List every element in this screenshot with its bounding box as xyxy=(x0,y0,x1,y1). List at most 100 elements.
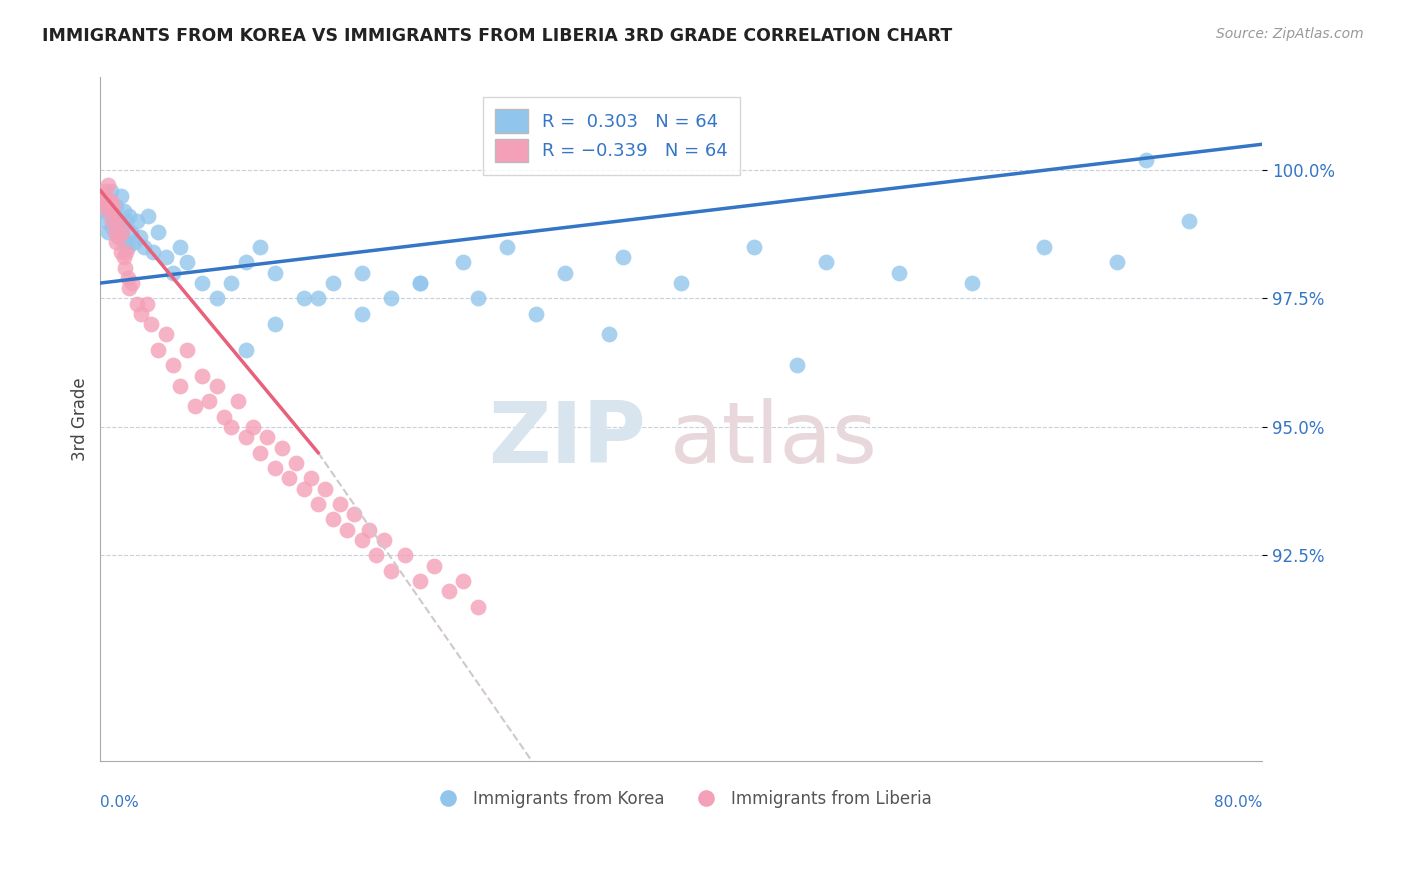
Point xyxy=(292,482,315,496)
Point xyxy=(270,441,292,455)
Point xyxy=(114,260,136,275)
Point xyxy=(101,214,124,228)
Point xyxy=(128,229,150,244)
Point xyxy=(115,245,138,260)
Point xyxy=(524,307,547,321)
Point xyxy=(91,204,114,219)
Point xyxy=(112,251,135,265)
Point xyxy=(110,188,132,202)
Point xyxy=(496,240,519,254)
Point xyxy=(125,214,148,228)
Point xyxy=(115,214,138,228)
Point xyxy=(322,276,344,290)
Point xyxy=(101,219,124,234)
Point xyxy=(235,343,257,357)
Point xyxy=(350,266,373,280)
Point xyxy=(299,471,322,485)
Point xyxy=(132,240,155,254)
Point xyxy=(91,199,114,213)
Point xyxy=(114,235,136,249)
Point xyxy=(887,266,910,280)
Text: 80.0%: 80.0% xyxy=(1213,796,1263,810)
Point xyxy=(118,281,141,295)
Point xyxy=(110,245,132,260)
Point xyxy=(1033,240,1056,254)
Point xyxy=(815,255,838,269)
Point xyxy=(1135,153,1157,167)
Point xyxy=(118,209,141,223)
Point xyxy=(103,199,125,213)
Point xyxy=(96,194,118,208)
Point xyxy=(409,276,432,290)
Point xyxy=(612,251,634,265)
Point xyxy=(219,276,242,290)
Point xyxy=(467,599,489,614)
Point xyxy=(423,558,446,573)
Point xyxy=(235,430,257,444)
Point xyxy=(198,394,221,409)
Point xyxy=(336,523,359,537)
Text: 0.0%: 0.0% xyxy=(100,796,139,810)
Point xyxy=(93,188,115,202)
Point xyxy=(122,235,145,249)
Point xyxy=(136,209,159,223)
Point xyxy=(307,497,329,511)
Point xyxy=(205,379,228,393)
Point xyxy=(105,235,128,249)
Point xyxy=(155,251,177,265)
Point xyxy=(125,296,148,310)
Point xyxy=(357,523,380,537)
Point xyxy=(380,564,402,578)
Point xyxy=(409,276,432,290)
Point xyxy=(292,292,315,306)
Point xyxy=(350,307,373,321)
Point xyxy=(263,266,285,280)
Point xyxy=(453,255,475,269)
Point xyxy=(191,276,214,290)
Point xyxy=(742,240,765,254)
Y-axis label: 3rd Grade: 3rd Grade xyxy=(72,377,89,461)
Point xyxy=(100,194,122,208)
Point xyxy=(437,584,460,599)
Point xyxy=(467,292,489,306)
Point xyxy=(226,394,249,409)
Point xyxy=(176,343,198,357)
Point xyxy=(103,209,125,223)
Point xyxy=(107,229,129,244)
Point xyxy=(112,204,135,219)
Point xyxy=(307,292,329,306)
Point xyxy=(104,225,127,239)
Point xyxy=(598,327,620,342)
Point xyxy=(350,533,373,547)
Text: atlas: atlas xyxy=(669,398,877,482)
Point xyxy=(314,482,336,496)
Text: Source: ZipAtlas.com: Source: ZipAtlas.com xyxy=(1216,27,1364,41)
Text: ZIP: ZIP xyxy=(489,398,647,482)
Point xyxy=(409,574,432,589)
Point xyxy=(129,307,152,321)
Point xyxy=(120,225,142,239)
Point xyxy=(285,456,308,470)
Point xyxy=(343,508,366,522)
Point xyxy=(1105,255,1128,269)
Point xyxy=(135,296,157,310)
Text: IMMIGRANTS FROM KOREA VS IMMIGRANTS FROM LIBERIA 3RD GRADE CORRELATION CHART: IMMIGRANTS FROM KOREA VS IMMIGRANTS FROM… xyxy=(42,27,952,45)
Point xyxy=(242,420,264,434)
Point xyxy=(148,343,170,357)
Point xyxy=(669,276,692,290)
Point xyxy=(249,240,271,254)
Point xyxy=(329,497,352,511)
Point xyxy=(184,400,207,414)
Point xyxy=(235,255,257,269)
Point xyxy=(256,430,278,444)
Point xyxy=(90,188,112,202)
Point xyxy=(278,471,301,485)
Point xyxy=(142,245,165,260)
Point xyxy=(263,461,285,475)
Point xyxy=(1178,214,1201,228)
Point xyxy=(98,204,121,219)
Point xyxy=(960,276,983,290)
Point xyxy=(169,379,191,393)
Point xyxy=(141,317,163,331)
Point xyxy=(554,266,576,280)
